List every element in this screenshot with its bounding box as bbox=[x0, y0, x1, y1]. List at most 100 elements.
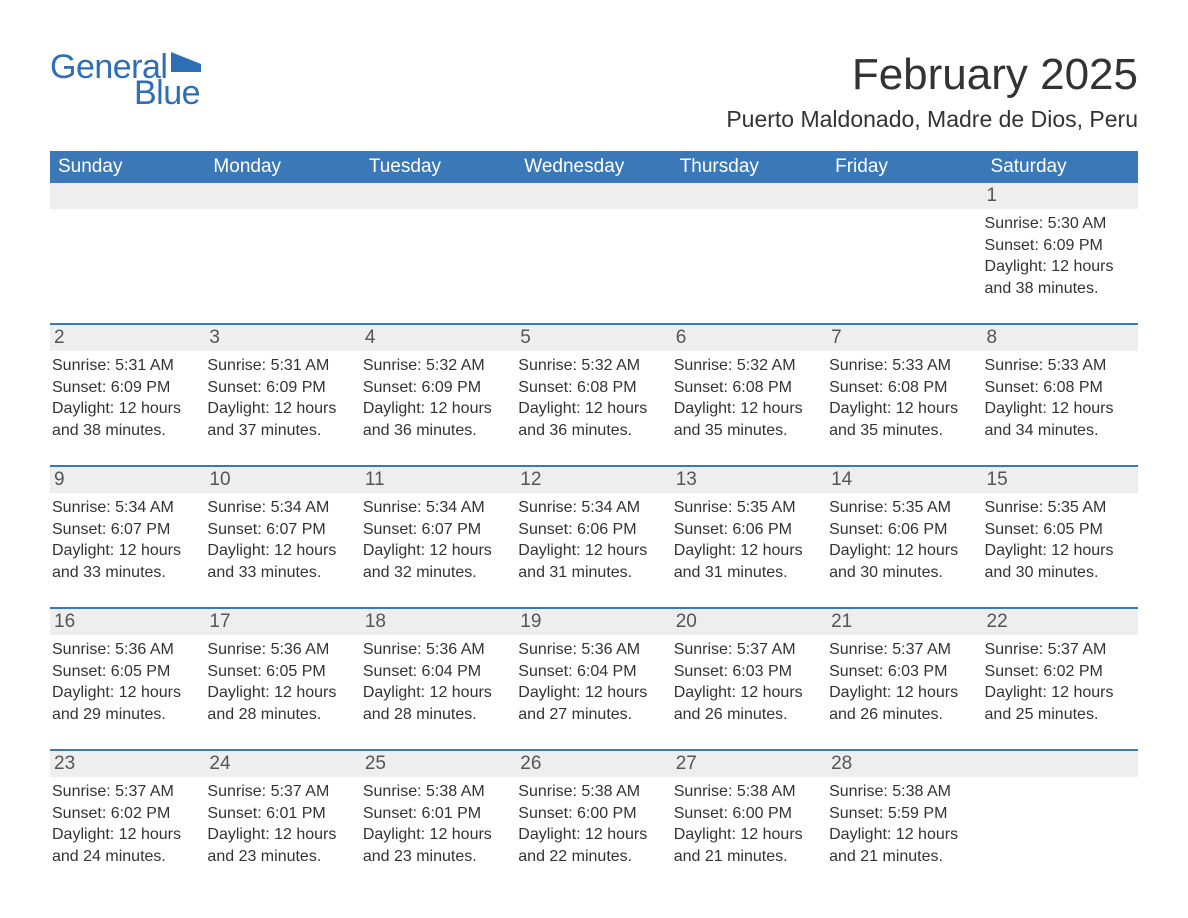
dow-thursday: Thursday bbox=[672, 151, 827, 183]
sunset-line: Sunset: 6:04 PM bbox=[363, 661, 510, 683]
sunset-line: Sunset: 6:00 PM bbox=[674, 803, 821, 825]
day-number: 13 bbox=[672, 467, 827, 493]
day-info: Sunrise: 5:35 AMSunset: 6:06 PMDaylight:… bbox=[672, 497, 821, 583]
sunrise-line: Sunrise: 5:35 AM bbox=[829, 497, 976, 519]
calendar-cell: 5Sunrise: 5:32 AMSunset: 6:08 PMDaylight… bbox=[516, 325, 671, 443]
dow-friday: Friday bbox=[827, 151, 982, 183]
sunset-line: Sunset: 6:09 PM bbox=[363, 377, 510, 399]
daylight-line: Daylight: 12 hours and 24 minutes. bbox=[52, 824, 199, 867]
day-info: Sunrise: 5:34 AMSunset: 6:07 PMDaylight:… bbox=[361, 497, 510, 583]
daylight-line: Daylight: 12 hours and 36 minutes. bbox=[363, 398, 510, 441]
calendar-cell: 27Sunrise: 5:38 AMSunset: 6:00 PMDayligh… bbox=[672, 751, 827, 869]
day-info: Sunrise: 5:36 AMSunset: 6:05 PMDaylight:… bbox=[50, 639, 199, 725]
day-number: 28 bbox=[827, 751, 982, 777]
sunrise-line: Sunrise: 5:34 AM bbox=[207, 497, 354, 519]
day-number bbox=[50, 183, 205, 209]
calendar-cell: 12 Sunrise: 5:34 AMSunset: 6:06 PMDayligh… bbox=[516, 467, 671, 585]
daylight-line: Daylight: 12 hours and 32 minutes. bbox=[363, 540, 510, 583]
day-number: 4 bbox=[361, 325, 516, 351]
day-info: Sunrise: 5:37 AMSunset: 6:01 PMDaylight:… bbox=[205, 781, 354, 867]
daylight-line: Daylight: 12 hours and 21 minutes. bbox=[829, 824, 976, 867]
day-number: 25 bbox=[361, 751, 516, 777]
day-number: 11 bbox=[361, 467, 516, 493]
day-info: Sunrise: 5:34 AMSunset: 6:07 PMDaylight:… bbox=[50, 497, 199, 583]
day-info: Sunrise: 5:37 AMSunset: 6:02 PMDaylight:… bbox=[983, 639, 1132, 725]
sunset-line: Sunset: 6:07 PM bbox=[207, 519, 354, 541]
day-info: Sunrise: 5:38 AMSunset: 6:00 PMDaylight:… bbox=[516, 781, 665, 867]
day-number bbox=[205, 183, 360, 209]
calendar-cell: 1Sunrise: 5:30 AMSunset: 6:09 PMDaylight… bbox=[983, 183, 1138, 301]
daylight-line: Daylight: 12 hours and 23 minutes. bbox=[207, 824, 354, 867]
sunrise-line: Sunrise: 5:37 AM bbox=[674, 639, 821, 661]
calendar-cell bbox=[672, 183, 827, 301]
sunrise-line: Sunrise: 5:37 AM bbox=[829, 639, 976, 661]
daylight-line: Daylight: 12 hours and 35 minutes. bbox=[829, 398, 976, 441]
calendar-week: 9Sunrise: 5:34 AMSunset: 6:07 PMDaylight… bbox=[50, 465, 1138, 585]
month-title: February 2025 bbox=[726, 50, 1138, 100]
calendar-cell: 26 Sunrise: 5:38 AMSunset: 6:00 PMDayligh… bbox=[516, 751, 671, 869]
daylight-line: Daylight: 12 hours and 31 minutes. bbox=[518, 540, 665, 583]
sunset-line: Sunset: 6:06 PM bbox=[674, 519, 821, 541]
day-number: 24 bbox=[205, 751, 360, 777]
day-number: 26 bbox=[516, 751, 671, 777]
day-info: Sunrise: 5:32 AMSunset: 6:09 PMDaylight:… bbox=[361, 355, 510, 441]
sunrise-line: Sunrise: 5:32 AM bbox=[674, 355, 821, 377]
day-number: 18 bbox=[361, 609, 516, 635]
day-info: Sunrise: 5:38 AMSunset: 6:01 PMDaylight:… bbox=[361, 781, 510, 867]
dow-tuesday: Tuesday bbox=[361, 151, 516, 183]
sunrise-line: Sunrise: 5:34 AM bbox=[363, 497, 510, 519]
sunset-line: Sunset: 6:05 PM bbox=[52, 661, 199, 683]
brand-mark-icon bbox=[171, 52, 201, 76]
calendar: Sunday Monday Tuesday Wednesday Thursday… bbox=[50, 151, 1138, 869]
weeks-container: 1Sunrise: 5:30 AMSunset: 6:09 PMDaylight… bbox=[50, 183, 1138, 869]
brand-logo: General Blue bbox=[50, 50, 201, 110]
day-number: 17 bbox=[205, 609, 360, 635]
calendar-week: 2Sunrise: 5:31 AMSunset: 6:09 PMDaylight… bbox=[50, 323, 1138, 443]
calendar-cell: 8Sunrise: 5:33 AMSunset: 6:08 PMDaylight… bbox=[983, 325, 1138, 443]
sunrise-line: Sunrise: 5:37 AM bbox=[52, 781, 199, 803]
sunset-line: Sunset: 6:03 PM bbox=[829, 661, 976, 683]
calendar-week: 1Sunrise: 5:30 AMSunset: 6:09 PMDaylight… bbox=[50, 183, 1138, 301]
calendar-cell: 10Sunrise: 5:34 AMSunset: 6:07 PMDayligh… bbox=[205, 467, 360, 585]
sunset-line: Sunset: 5:59 PM bbox=[829, 803, 976, 825]
day-info: Sunrise: 5:35 AMSunset: 6:05 PMDaylight:… bbox=[983, 497, 1132, 583]
day-number: 1 bbox=[983, 183, 1138, 209]
sunrise-line: Sunrise: 5:36 AM bbox=[363, 639, 510, 661]
daylight-line: Daylight: 12 hours and 35 minutes. bbox=[674, 398, 821, 441]
daylight-line: Daylight: 12 hours and 33 minutes. bbox=[207, 540, 354, 583]
calendar-cell: 4 Sunrise: 5:32 AMSunset: 6:09 PMDaylight… bbox=[361, 325, 516, 443]
day-number: 16 bbox=[50, 609, 205, 635]
day-number: 9 bbox=[50, 467, 205, 493]
calendar-cell: 20Sunrise: 5:37 AMSunset: 6:03 PMDayligh… bbox=[672, 609, 827, 727]
day-info: Sunrise: 5:34 AMSunset: 6:06 PMDaylight:… bbox=[516, 497, 665, 583]
daylight-line: Daylight: 12 hours and 25 minutes. bbox=[985, 682, 1132, 725]
sunset-line: Sunset: 6:07 PM bbox=[52, 519, 199, 541]
day-number: 23 bbox=[50, 751, 205, 777]
sunrise-line: Sunrise: 5:38 AM bbox=[518, 781, 665, 803]
sunset-line: Sunset: 6:05 PM bbox=[985, 519, 1132, 541]
day-number: 21 bbox=[827, 609, 982, 635]
calendar-cell: 19Sunrise: 5:36 AMSunset: 6:04 PMDayligh… bbox=[516, 609, 671, 727]
day-number: 5 bbox=[516, 325, 671, 351]
sunrise-line: Sunrise: 5:37 AM bbox=[985, 639, 1132, 661]
calendar-cell: 28Sunrise: 5:38 AMSunset: 5:59 PMDayligh… bbox=[827, 751, 982, 869]
day-info: Sunrise: 5:34 AMSunset: 6:07 PMDaylight:… bbox=[205, 497, 354, 583]
sunset-line: Sunset: 6:07 PM bbox=[363, 519, 510, 541]
day-number: 7 bbox=[827, 325, 982, 351]
day-number bbox=[672, 183, 827, 209]
sunset-line: Sunset: 6:00 PM bbox=[518, 803, 665, 825]
sunset-line: Sunset: 6:09 PM bbox=[207, 377, 354, 399]
sunrise-line: Sunrise: 5:38 AM bbox=[363, 781, 510, 803]
day-info: Sunrise: 5:33 AMSunset: 6:08 PMDaylight:… bbox=[827, 355, 976, 441]
day-number: 15 bbox=[983, 467, 1138, 493]
daylight-line: Daylight: 12 hours and 33 minutes. bbox=[52, 540, 199, 583]
daylight-line: Daylight: 12 hours and 27 minutes. bbox=[518, 682, 665, 725]
dow-monday: Monday bbox=[205, 151, 360, 183]
calendar-cell: 25 Sunrise: 5:38 AMSunset: 6:01 PMDayligh… bbox=[361, 751, 516, 869]
day-number: 27 bbox=[672, 751, 827, 777]
title-block: February 2025 Puerto Maldonado, Madre de… bbox=[726, 50, 1138, 133]
daylight-line: Daylight: 12 hours and 28 minutes. bbox=[363, 682, 510, 725]
day-number: 12 bbox=[516, 467, 671, 493]
daylight-line: Daylight: 12 hours and 21 minutes. bbox=[674, 824, 821, 867]
day-number: 14 bbox=[827, 467, 982, 493]
